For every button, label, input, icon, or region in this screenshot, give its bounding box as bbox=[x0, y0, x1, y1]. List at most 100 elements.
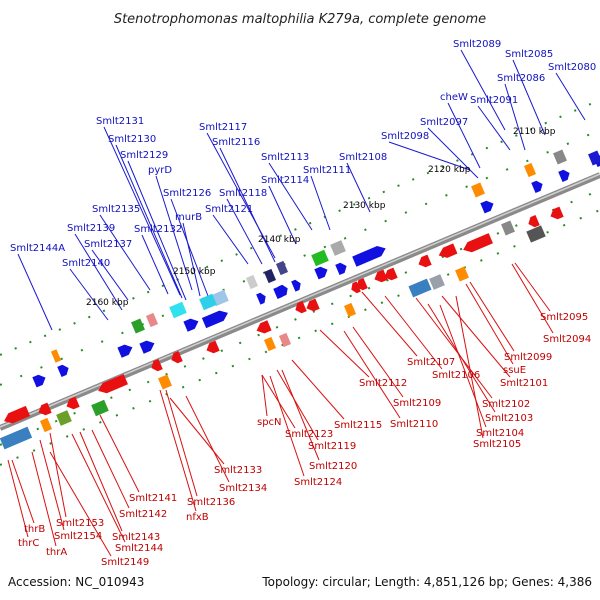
gene-label-forward: Smlt2097 bbox=[420, 117, 468, 128]
misc-feature-box bbox=[330, 240, 346, 256]
leader-line-top bbox=[460, 49, 506, 131]
forward-cds-arrow bbox=[57, 364, 69, 378]
leader-line-bottom bbox=[165, 389, 198, 497]
reverse-cds-arrow-shape bbox=[4, 405, 31, 424]
reverse-cds-arrow-shape bbox=[295, 300, 307, 314]
gene-label-forward: Smlt2118 bbox=[219, 188, 267, 199]
leader-line-bottom bbox=[511, 263, 554, 334]
forward-cds-arrow bbox=[183, 318, 199, 332]
reverse-cds-arrow bbox=[256, 320, 272, 334]
gene-label-reverse: Smlt2115 bbox=[334, 420, 382, 431]
gene-label-reverse: Smlt2149 bbox=[101, 557, 149, 568]
reverse-cds-arrow-shape bbox=[151, 358, 163, 372]
gene-label-reverse: Smlt2142 bbox=[119, 509, 167, 520]
reverse-cds-arrow bbox=[306, 298, 320, 312]
reverse-cds-arrow-shape bbox=[171, 350, 183, 364]
misc-feature-box-shape bbox=[455, 266, 469, 282]
leader-line-bottom bbox=[427, 303, 496, 413]
forward-cds-arrow bbox=[256, 292, 266, 305]
kbp-tick-label: 2130 kbp bbox=[343, 201, 386, 211]
gene-label-forward: Smlt2086 bbox=[497, 73, 545, 84]
gene-label-reverse: Smlt2154 bbox=[54, 531, 102, 542]
gene-label-forward: Smlt2091 bbox=[470, 95, 518, 106]
gene-label-forward: Smlt2085 bbox=[505, 49, 553, 60]
gene-label-reverse: Smlt2094 bbox=[543, 334, 591, 345]
reverse-cds-arrow-shape bbox=[256, 320, 272, 334]
kbp-tick-label: 2150 kbp bbox=[173, 267, 216, 277]
gene-label-reverse: thrA bbox=[46, 547, 67, 558]
misc-feature-box-shape bbox=[429, 274, 445, 290]
leader-line-bottom bbox=[455, 295, 484, 439]
reverse-cds-arrow bbox=[151, 358, 163, 372]
gene-label-forward: Smlt2126 bbox=[163, 188, 211, 199]
gene-label-reverse: Smlt2099 bbox=[504, 352, 552, 363]
reverse-cds-arrow-shape bbox=[66, 396, 80, 410]
misc-feature-box-shape bbox=[471, 182, 485, 198]
gene-label-reverse: thrB bbox=[24, 524, 45, 535]
leader-line-top bbox=[555, 72, 586, 121]
gene-label-reverse: Smlt2123 bbox=[285, 429, 333, 440]
leader-line-bottom bbox=[269, 375, 305, 477]
misc-feature-box bbox=[169, 301, 187, 319]
gene-label-forward: Smlt2121 bbox=[205, 204, 253, 215]
gene-label-reverse: Smlt2105 bbox=[473, 439, 521, 450]
gene-label-reverse: Smlt2107 bbox=[407, 357, 455, 368]
forward-cds-arrow bbox=[314, 266, 328, 280]
misc-feature-box-shape bbox=[158, 374, 172, 390]
misc-feature-box bbox=[263, 268, 277, 284]
leader-line-top bbox=[388, 141, 471, 171]
gene-label-forward: Smlt2089 bbox=[453, 39, 501, 50]
topology-summary: Topology: circular; Length: 4,851,126 bp… bbox=[261, 575, 592, 589]
gene-label-reverse: thrC bbox=[18, 538, 39, 549]
misc-feature-box-shape bbox=[39, 417, 53, 433]
gene-label-forward: Smlt2132 bbox=[134, 224, 182, 235]
misc-feature-box-shape bbox=[588, 150, 600, 166]
reverse-cds-arrow bbox=[374, 269, 388, 283]
forward-cds-arrow bbox=[531, 180, 543, 194]
gene-label-reverse: Smlt2109 bbox=[393, 398, 441, 409]
leader-line-top bbox=[268, 162, 313, 231]
gene-label-forward: cheW bbox=[440, 92, 468, 103]
misc-feature-box bbox=[311, 249, 329, 267]
misc-feature-box-shape bbox=[263, 268, 277, 284]
misc-feature-box bbox=[501, 220, 515, 236]
forward-cds-arrow-shape bbox=[117, 344, 133, 358]
accession-label: Accession: NC_010943 bbox=[8, 575, 144, 589]
reverse-cds-arrow-shape bbox=[384, 267, 398, 281]
leader-line-bottom bbox=[7, 459, 29, 538]
leader-line-bottom bbox=[261, 374, 268, 417]
reverse-cds-arrow bbox=[295, 300, 307, 314]
leader-line-bottom bbox=[276, 369, 319, 441]
leader-line-bottom bbox=[11, 459, 35, 524]
forward-cds-arrow-shape bbox=[139, 340, 155, 354]
gene-label-reverse: Smlt2095 bbox=[540, 312, 588, 323]
gene-label-forward: Smlt2130 bbox=[108, 134, 156, 145]
misc-feature-box bbox=[553, 149, 567, 165]
misc-feature-box bbox=[263, 336, 277, 352]
leader-line-bottom bbox=[31, 451, 57, 547]
misc-feature-box bbox=[429, 274, 445, 290]
misc-feature-box-shape bbox=[330, 240, 346, 256]
gene-features bbox=[0, 149, 600, 450]
misc-feature-box-shape bbox=[278, 332, 292, 348]
kbp-labels: 2110 kbp 2120 kbp 2130 kbp 2140 kbp 2150 kbp… bbox=[86, 127, 556, 308]
leader-line-bottom bbox=[384, 295, 443, 370]
misc-feature-box bbox=[588, 150, 600, 166]
misc-feature-box bbox=[455, 266, 469, 282]
forward-cds-arrow-shape bbox=[531, 180, 543, 194]
misc-feature-box-shape bbox=[131, 318, 145, 334]
reverse-cds-arrow-shape bbox=[98, 374, 128, 394]
misc-feature-box bbox=[245, 274, 259, 290]
backbone-line bbox=[0, 172, 600, 431]
misc-feature-box-shape bbox=[526, 225, 546, 243]
leader-line-bottom bbox=[469, 281, 515, 352]
forward-cds-arrow bbox=[32, 374, 46, 388]
gene-label-reverse: Smlt2102 bbox=[482, 399, 530, 410]
misc-feature-box bbox=[91, 399, 109, 417]
leader-line-bottom bbox=[439, 304, 487, 428]
leader-line-top bbox=[477, 105, 511, 151]
gene-label-reverse: Smlt2101 bbox=[500, 378, 548, 389]
leader-line-top bbox=[504, 83, 526, 151]
forward-cds-arrow bbox=[291, 279, 301, 292]
